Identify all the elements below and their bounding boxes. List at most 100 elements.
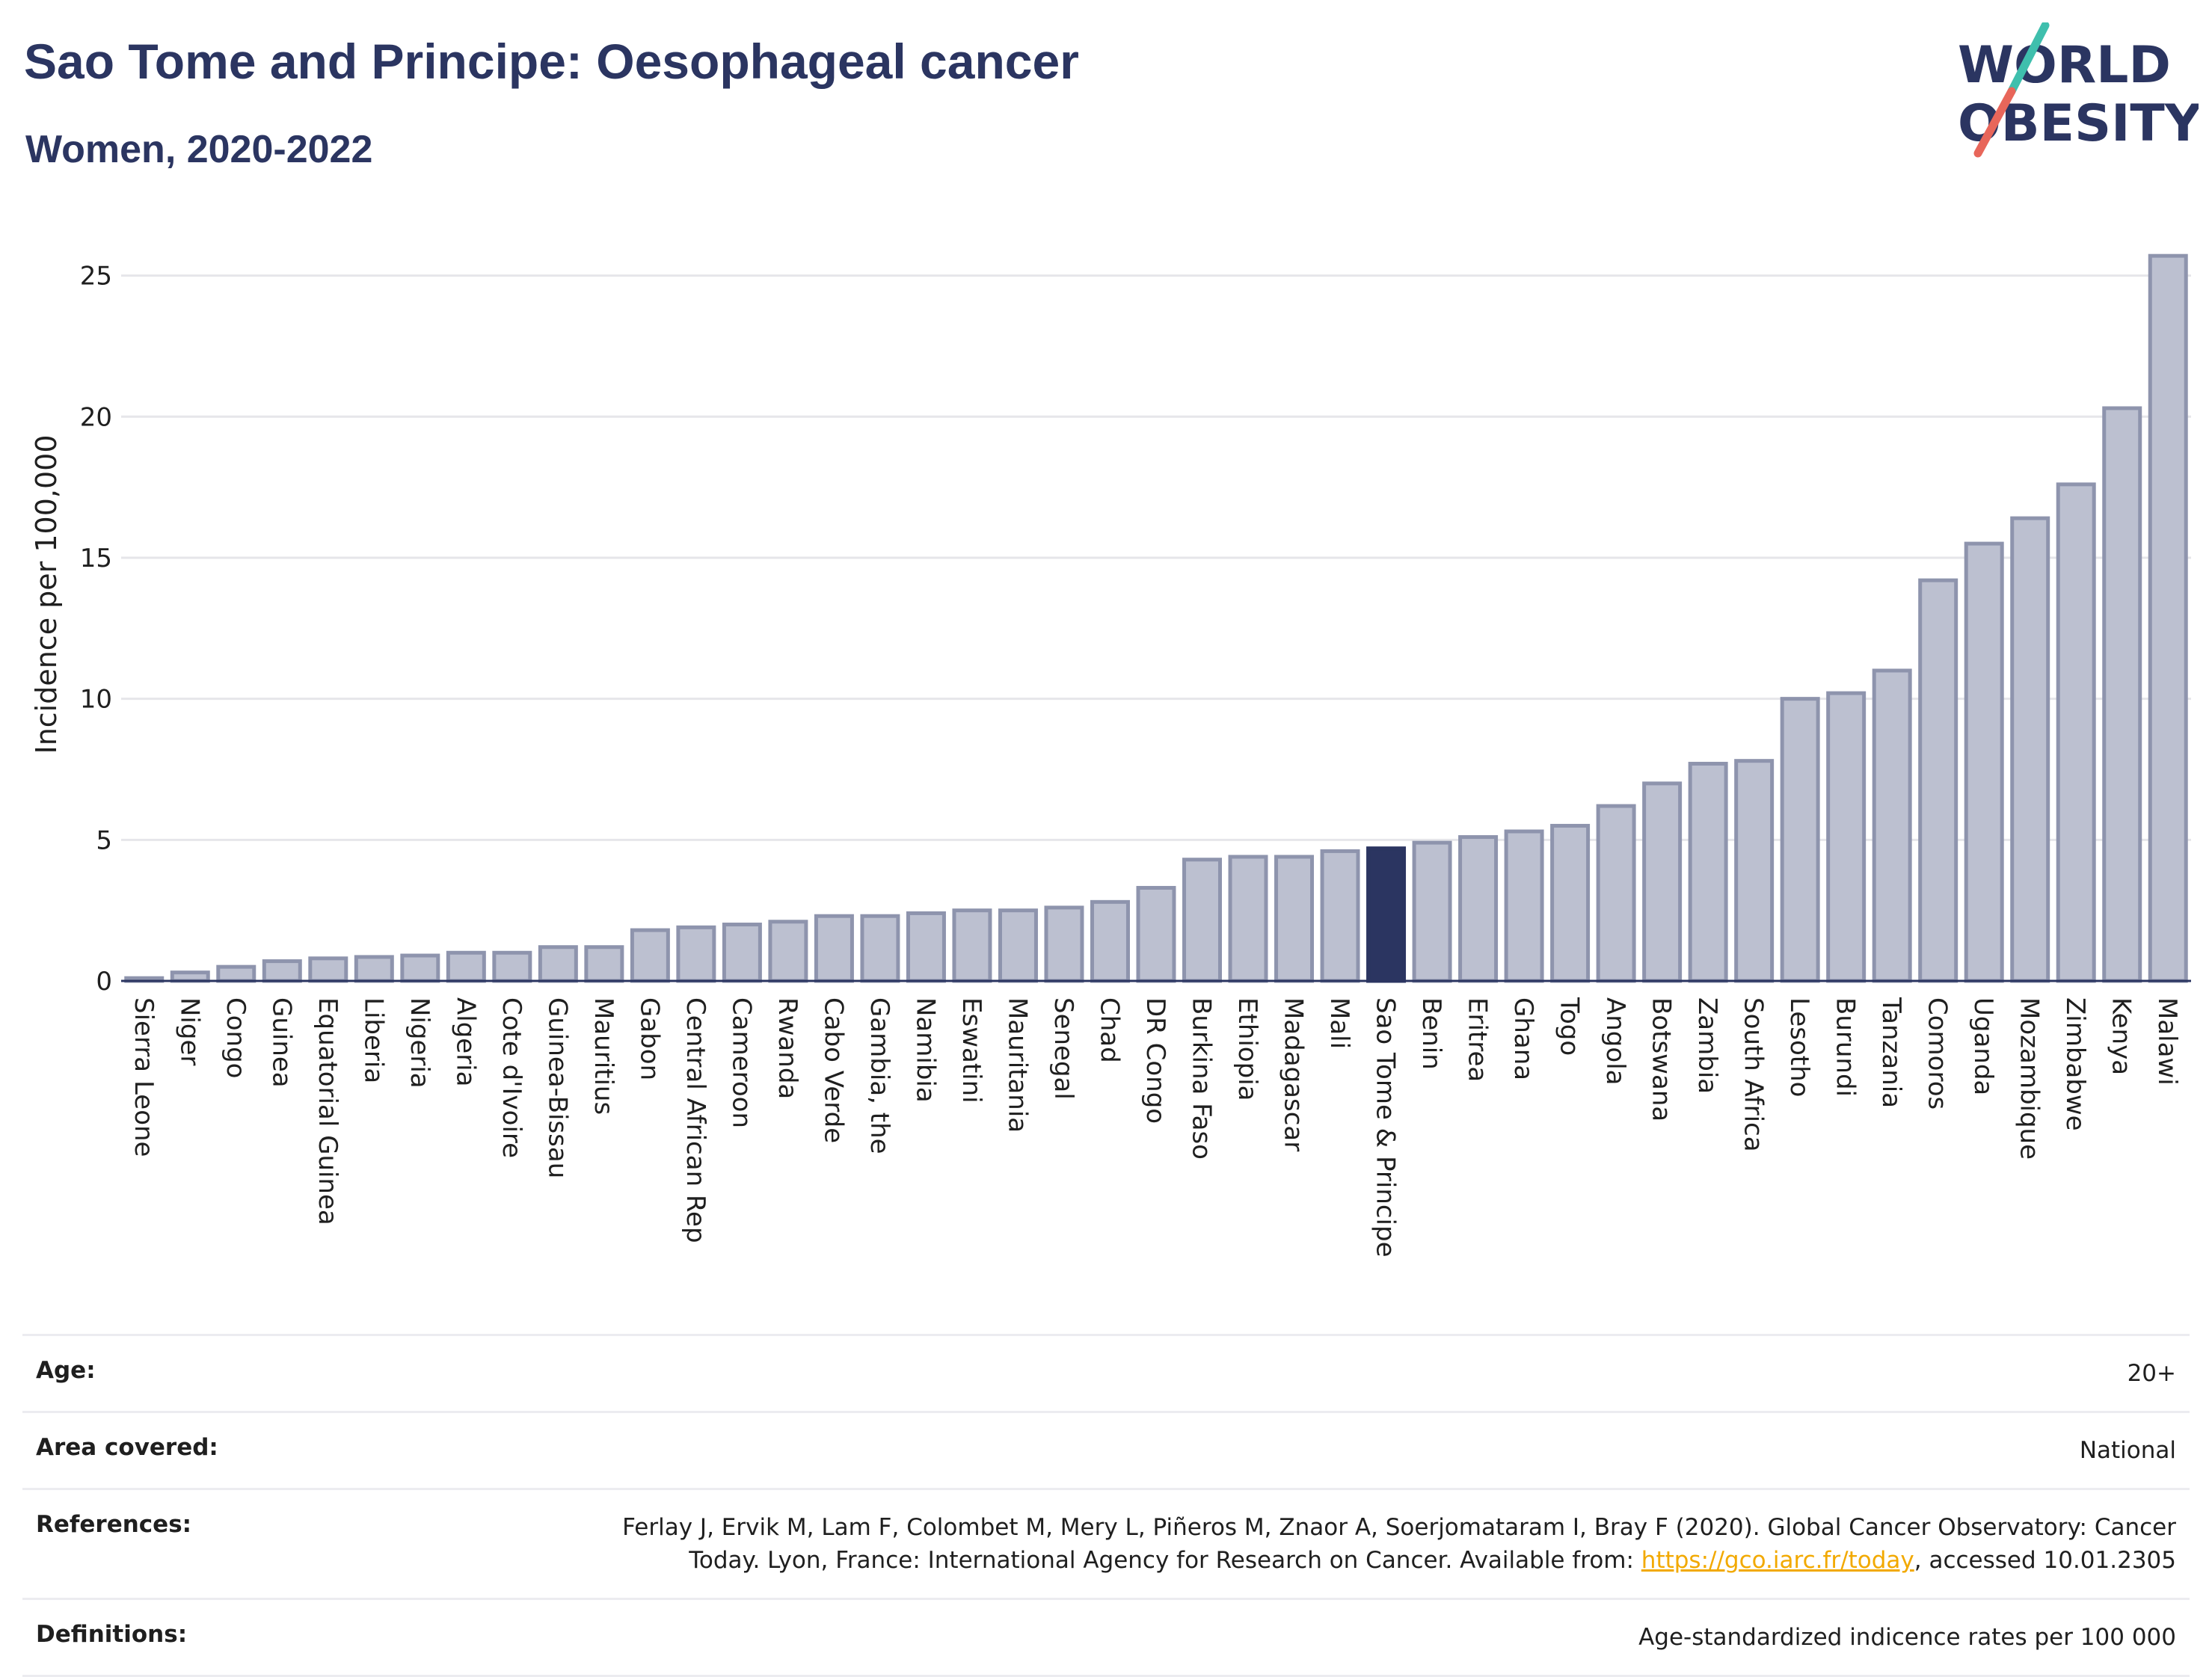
bar <box>1596 804 1636 983</box>
bar <box>354 955 394 983</box>
bar <box>538 945 578 983</box>
bar <box>1136 885 1176 983</box>
category-label: Liberia <box>358 997 388 1083</box>
category-label: Cote d'Ivoire <box>497 997 526 1158</box>
y-tick-label: 20 <box>80 402 112 432</box>
y-tick-label: 5 <box>96 825 112 855</box>
category-label: Zimbabwe <box>2060 997 2090 1131</box>
category-label: Burundi <box>1831 997 1861 1097</box>
category-label: DR Congo <box>1140 997 1170 1124</box>
category-label: Togo <box>1555 997 1585 1056</box>
category-label: Botswana <box>1647 997 1677 1121</box>
bar <box>1090 899 1130 983</box>
category-label: Guinea <box>266 997 296 1088</box>
category-label: Zambia <box>1692 997 1722 1094</box>
bar <box>814 914 854 983</box>
bar <box>2148 253 2188 983</box>
category-label: Ethiopia <box>1232 997 1262 1101</box>
category-label: Equatorial Guinea <box>313 997 342 1225</box>
bar <box>1504 829 1544 983</box>
category-label: Ghana <box>1508 997 1538 1080</box>
references-value: Ferlay J, Ervik M, Lam F, Colombet M, Me… <box>485 1511 2176 1577</box>
info-row-definitions: Definitions: Age-standardized indicence … <box>22 1598 2190 1677</box>
category-label: Comoros <box>1923 997 1953 1110</box>
bar <box>2010 516 2050 983</box>
bar <box>768 920 808 983</box>
references-label: References: <box>36 1511 192 1538</box>
bar <box>1918 578 1958 983</box>
category-label: Malawi <box>2152 997 2182 1086</box>
logo-slash-top <box>2007 22 2050 96</box>
bar <box>492 950 532 983</box>
chart-title: Sao Tome and Principe: Oesophageal cance… <box>24 34 1079 89</box>
logo-slash-bottom <box>1973 87 2016 158</box>
y-tick-label: 0 <box>96 967 112 997</box>
category-label: Sao Tome & Principe <box>1371 997 1401 1258</box>
category-label: Gambia, the <box>864 997 894 1154</box>
bar <box>2102 406 2142 983</box>
category-label: Cabo Verde <box>818 997 848 1143</box>
bar <box>1044 905 1084 983</box>
bar-chart: 0 5 10 15 20 25 Sierra Leone Niger Congo Guinea E… <box>30 253 2191 1258</box>
bar <box>1458 835 1499 983</box>
definitions-label: Definitions: <box>36 1621 188 1648</box>
y-tick-label: 25 <box>80 262 112 292</box>
bar <box>1412 840 1452 983</box>
category-label: Angola <box>1600 997 1630 1085</box>
bar <box>1872 668 1912 983</box>
bar <box>1274 855 1315 983</box>
references-line-2-pre: Today. Lyon, France: International Agenc… <box>689 1547 1641 1574</box>
category-label: Madagascar <box>1279 997 1309 1151</box>
category-label: Congo <box>221 997 251 1078</box>
category-label: Mauritania <box>1002 997 1032 1133</box>
world-obesity-logo: WORLD OBESITY <box>1958 22 2199 158</box>
category-label: Senegal <box>1048 997 1078 1100</box>
bar <box>262 959 302 983</box>
category-label: Benin <box>1416 997 1446 1070</box>
bar <box>1688 761 1728 983</box>
bar <box>1964 541 2004 983</box>
y-tick-label: 15 <box>80 544 112 573</box>
bar <box>630 928 670 983</box>
bar <box>1826 691 1867 983</box>
category-label: Eritrea <box>1463 997 1493 1082</box>
category-label: Mozambique <box>2015 997 2044 1160</box>
bar <box>952 908 992 983</box>
definitions-value: Age-standardized indicence rates per 100… <box>1638 1624 2176 1651</box>
category-label: Algeria <box>450 997 480 1086</box>
category-label: Eswatini <box>956 997 986 1104</box>
category-label: Namibia <box>910 997 940 1103</box>
category-label: Burkina Faso <box>1187 997 1217 1160</box>
bar <box>1734 759 1775 983</box>
bar <box>1320 849 1360 983</box>
bars <box>124 253 2188 983</box>
y-tick-label: 10 <box>80 685 112 715</box>
references-link[interactable]: https://gco.iarc.fr/today <box>1641 1547 1914 1574</box>
bar <box>906 911 946 983</box>
references-line-1: Ferlay J, Ervik M, Lam F, Colombet M, Me… <box>622 1514 2176 1541</box>
bar <box>308 956 348 983</box>
bar <box>1228 855 1268 983</box>
info-row-area: Area covered: National <box>22 1411 2190 1488</box>
bar <box>1780 697 1820 983</box>
age-label: Age: <box>36 1357 96 1384</box>
bar <box>446 950 486 983</box>
bar <box>676 925 716 983</box>
bar <box>584 945 624 983</box>
category-label: Kenya <box>2107 997 2136 1075</box>
category-labels: Sierra Leone Niger Congo Guinea Equatorial G… <box>129 997 2182 1258</box>
category-label: Uganda <box>1968 997 1998 1095</box>
category-label: Central African Rep <box>681 997 710 1243</box>
info-table: Age: 20+ Area covered: National Referenc… <box>22 1334 2190 1677</box>
y-axis-title: Incidence per 100,000 <box>30 434 63 754</box>
category-label: Mauritius <box>589 997 618 1115</box>
bar <box>998 908 1038 983</box>
category-label: Mali <box>1324 997 1354 1049</box>
bar <box>1366 846 1407 983</box>
category-label: Guinea-Bissau <box>542 997 572 1178</box>
category-label: Chad <box>1094 997 1124 1063</box>
bar <box>722 923 762 983</box>
y-tick-labels: 0 5 10 15 20 25 <box>80 262 112 997</box>
category-label: Gabon <box>634 997 664 1080</box>
category-label: Rwanda <box>772 997 802 1099</box>
